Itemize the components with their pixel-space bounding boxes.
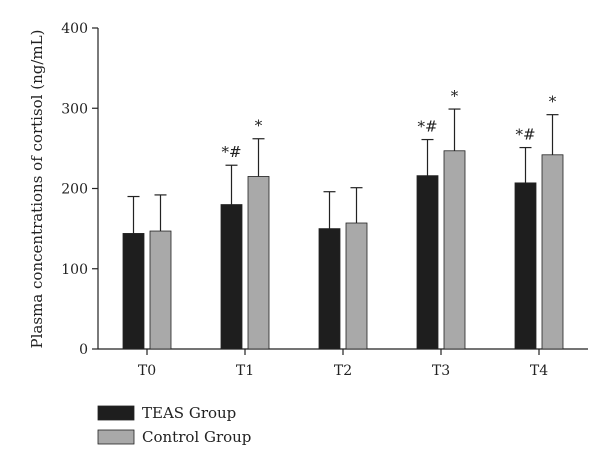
- significance-label: *#: [221, 143, 241, 161]
- significance-label: *: [255, 117, 263, 135]
- bar: [247, 176, 270, 350]
- bar: [443, 150, 466, 350]
- legend-label: TEAS Group: [142, 404, 236, 422]
- bar: [149, 230, 172, 350]
- x-tick-label: T3: [432, 363, 450, 379]
- x-tick-label: T4: [530, 363, 548, 379]
- bar: [318, 228, 341, 350]
- bar: [122, 233, 145, 350]
- legend-label: Control Group: [142, 428, 251, 446]
- significance-label: *#: [417, 118, 437, 136]
- significance-label: *#: [515, 126, 535, 144]
- bar: [220, 204, 243, 350]
- y-tick-label: 200: [61, 182, 88, 198]
- y-tick-label: 0: [79, 342, 88, 358]
- significance-label: *: [549, 93, 557, 111]
- x-tick-label: T2: [334, 363, 352, 379]
- y-tick-label: 300: [61, 101, 88, 117]
- x-tick-label: T1: [236, 363, 254, 379]
- legend-swatch: [97, 405, 135, 421]
- legend-swatch: [97, 429, 135, 445]
- bar: [416, 175, 439, 350]
- y-tick-label: 100: [61, 262, 88, 278]
- plot-area: 0 100 200 300 400 T0 T1 *# * T2 T3 *# * T4 *# *: [61, 21, 588, 379]
- bar: [345, 222, 368, 350]
- bar: [541, 154, 564, 350]
- y-axis-title: Plasma concentrations of cortisol (ng/mL…: [28, 30, 46, 349]
- bar: [514, 182, 537, 350]
- x-tick-label: T0: [138, 363, 156, 379]
- significance-label: *: [451, 87, 459, 105]
- legend: TEAS Group Control Group: [97, 404, 251, 446]
- y-tick-label: 400: [61, 21, 88, 37]
